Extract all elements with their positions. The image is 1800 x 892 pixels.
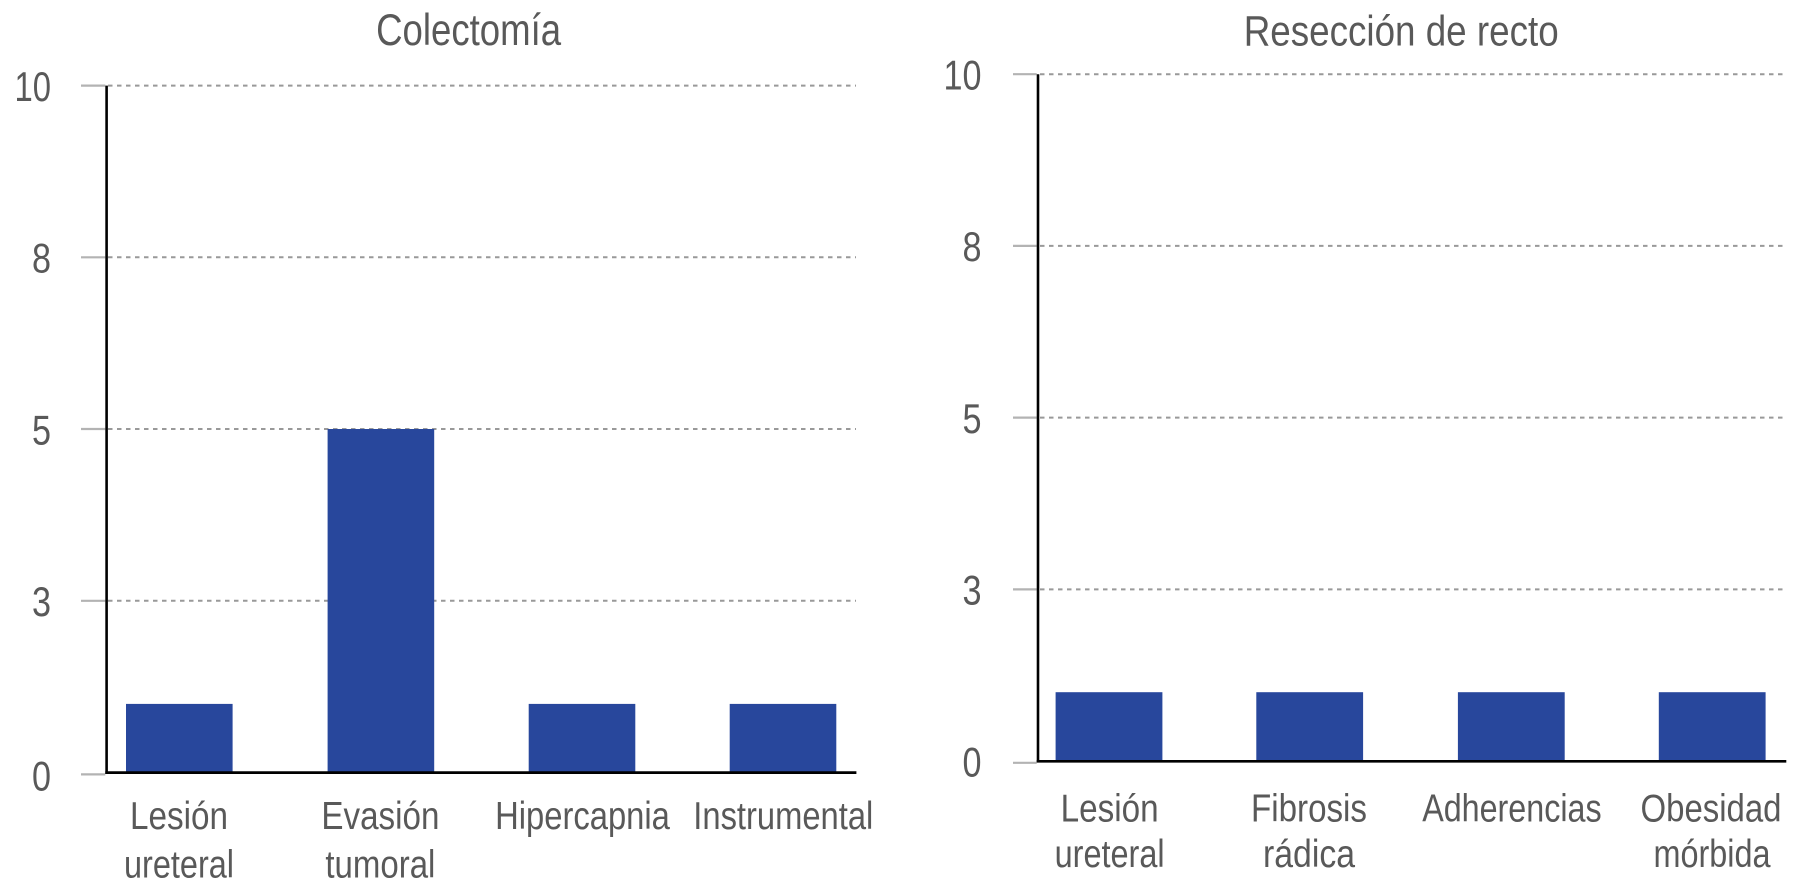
svg-text:Obesidad: Obesidad: [1641, 787, 1782, 830]
svg-text:8: 8: [32, 235, 51, 282]
svg-text:8: 8: [963, 223, 982, 270]
svg-text:Fibrosis: Fibrosis: [1251, 787, 1367, 830]
svg-text:Adherencias: Adherencias: [1422, 787, 1601, 830]
svg-text:Lesión: Lesión: [1061, 787, 1159, 830]
svg-text:Colectomía: Colectomía: [376, 6, 561, 55]
svg-text:ureteral: ureteral: [124, 844, 234, 887]
svg-text:10: 10: [15, 63, 52, 110]
svg-text:Evasión: Evasión: [321, 795, 439, 838]
svg-text:0: 0: [32, 753, 51, 800]
svg-text:5: 5: [32, 406, 51, 453]
svg-text:rádica: rádica: [1263, 833, 1356, 876]
svg-text:Resección de recto: Resección de recto: [1244, 8, 1559, 56]
svg-text:3: 3: [963, 567, 982, 614]
svg-text:mórbida: mórbida: [1654, 833, 1771, 876]
svg-text:5: 5: [963, 395, 982, 442]
svg-text:Hipercapnia: Hipercapnia: [495, 795, 670, 838]
svg-text:ureteral: ureteral: [1055, 833, 1165, 876]
svg-text:0: 0: [963, 739, 982, 786]
svg-text:Instrumental: Instrumental: [693, 795, 873, 838]
svg-text:3: 3: [32, 578, 51, 625]
svg-text:10: 10: [944, 52, 982, 99]
svg-text:tumoral: tumoral: [325, 844, 435, 887]
svg-text:Lesión: Lesión: [130, 795, 228, 838]
